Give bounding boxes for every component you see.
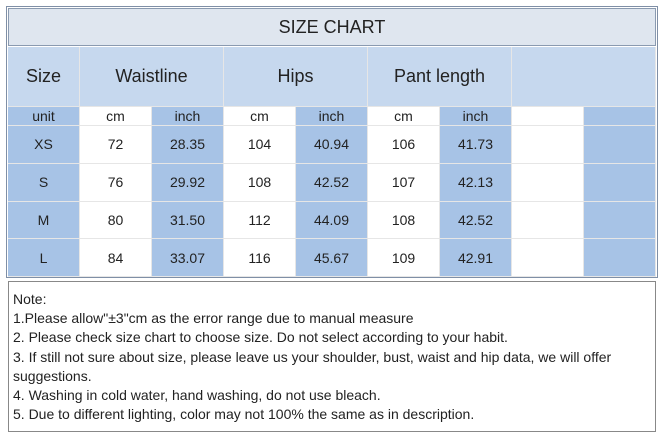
empty-cell [512, 107, 584, 126]
table-cell: 104 [224, 126, 296, 164]
table-cell: 106 [368, 126, 440, 164]
empty-cell [512, 239, 584, 277]
table-cell: 42.13 [440, 163, 512, 202]
table-cell: 42.52 [296, 163, 368, 202]
table-cell: 107 [368, 163, 440, 202]
header-cell: Pant length [368, 47, 512, 107]
empty-cell [512, 201, 584, 240]
table-cell: 28.35 [152, 126, 224, 164]
table-cell: 44.09 [296, 201, 368, 240]
empty-cell [584, 239, 656, 277]
table-cell: 33.07 [152, 239, 224, 277]
table-cell: L [8, 239, 80, 277]
unit-cell: cm [224, 107, 296, 126]
table-cell: 41.73 [440, 126, 512, 164]
table-cell: 112 [224, 201, 296, 240]
header-cell: Hips [224, 47, 368, 107]
table-cell: 31.50 [152, 201, 224, 240]
table-cell: 116 [224, 239, 296, 277]
table-cell: 109 [368, 239, 440, 277]
empty-cell [584, 126, 656, 164]
unit-cell: inch [440, 107, 512, 126]
title: SIZE CHART [8, 8, 656, 46]
table-cell: 76 [80, 163, 152, 202]
note-line: 2. Please check size chart to choose siz… [13, 329, 508, 346]
empty-cell [512, 163, 584, 202]
table-cell: XS [8, 126, 80, 164]
table-cell: 108 [368, 201, 440, 240]
unit-cell: inch [152, 107, 224, 126]
table-cell: M [8, 201, 80, 240]
table-cell: 45.67 [296, 239, 368, 277]
empty-cell [512, 126, 584, 164]
note-line: 4. Washing in cold water, hand washing, … [13, 387, 381, 404]
empty-cell [584, 201, 656, 240]
table-cell: 108 [224, 163, 296, 202]
table-cell: 40.94 [296, 126, 368, 164]
unit-cell: cm [368, 107, 440, 126]
notes-heading: Note: [13, 291, 47, 307]
notes: Note: 1.Please allow"±3"cm as the error … [8, 281, 656, 432]
unit-cell: inch [296, 107, 368, 126]
unit-cell: cm [80, 107, 152, 126]
empty-cell [584, 163, 656, 202]
table-cell: S [8, 163, 80, 202]
table-cell: 84 [80, 239, 152, 277]
note-line: 1.Please allow"±3"cm as the error range … [13, 310, 414, 327]
table-cell: 80 [80, 201, 152, 240]
table-cell: 42.91 [440, 239, 512, 277]
table-cell: 29.92 [152, 163, 224, 202]
header-cell: Waistline [80, 47, 224, 107]
header-empty [512, 47, 656, 107]
table-cell: 72 [80, 126, 152, 164]
note-line: 5. Due to different lighting, color may … [13, 406, 475, 423]
header-cell: Size [8, 47, 80, 107]
table-cell: 42.52 [440, 201, 512, 240]
unit-cell: unit [8, 107, 80, 126]
empty-cell [584, 107, 656, 126]
note-line: 3. If still not sure about size, please … [13, 348, 612, 384]
table-frame [6, 6, 658, 278]
